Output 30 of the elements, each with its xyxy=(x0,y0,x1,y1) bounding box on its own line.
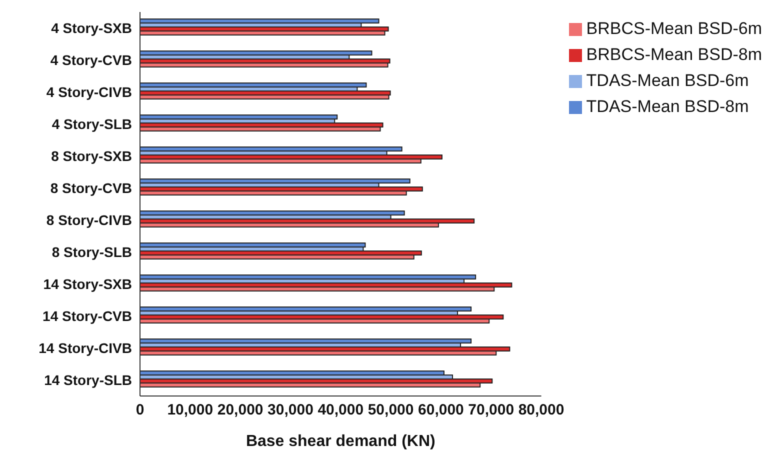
y-tick-label: 8 Story-SLB xyxy=(52,244,132,260)
legend-label: TDAS-Mean BSD-8m xyxy=(586,97,749,116)
legend-label: TDAS-Mean BSD-6m xyxy=(586,71,749,90)
y-tick-label: 14 Story-SLB xyxy=(44,372,132,388)
x-tick-label: 40,000 xyxy=(318,402,364,419)
x-tick-label: 80,000 xyxy=(518,402,564,419)
y-tick-label: 8 Story-SXB xyxy=(51,148,132,164)
x-tick-label: 60,000 xyxy=(418,402,464,419)
y-tick-label: 14 Story-CVB xyxy=(42,308,132,324)
bar xyxy=(140,30,386,36)
y-tick-label: 8 Story-CIVB xyxy=(46,212,132,228)
x-tick-label: 50,000 xyxy=(368,402,414,419)
bar xyxy=(140,62,388,68)
legend-label: BRBCS-Mean BSD-6m xyxy=(586,19,762,38)
x-tick-label: 20,000 xyxy=(217,402,264,419)
legend-label: BRBCS-Mean BSD-8m xyxy=(586,45,762,64)
x-tick-label: 0 xyxy=(136,402,144,419)
x-tick-label: 10,000 xyxy=(167,402,214,419)
x-axis-title: Base shear demand (KN) xyxy=(246,433,436,450)
bar xyxy=(140,94,390,100)
y-tick-label: 4 Story-SXB xyxy=(51,20,132,36)
bar xyxy=(140,126,381,132)
x-tick-label: 30,000 xyxy=(268,402,314,419)
y-tick-label: 4 Story-CIVB xyxy=(46,84,132,100)
y-tick-label: 8 Story-CVB xyxy=(50,180,132,196)
y-tick-label: 4 Story-SLB xyxy=(52,116,132,132)
y-tick-label: 14 Story-CIVB xyxy=(38,340,132,356)
y-tick-label: 4 Story-CVB xyxy=(50,52,132,68)
x-tick-label: 70,000 xyxy=(468,402,514,419)
y-tick-label: 14 Story-SXB xyxy=(43,276,132,292)
